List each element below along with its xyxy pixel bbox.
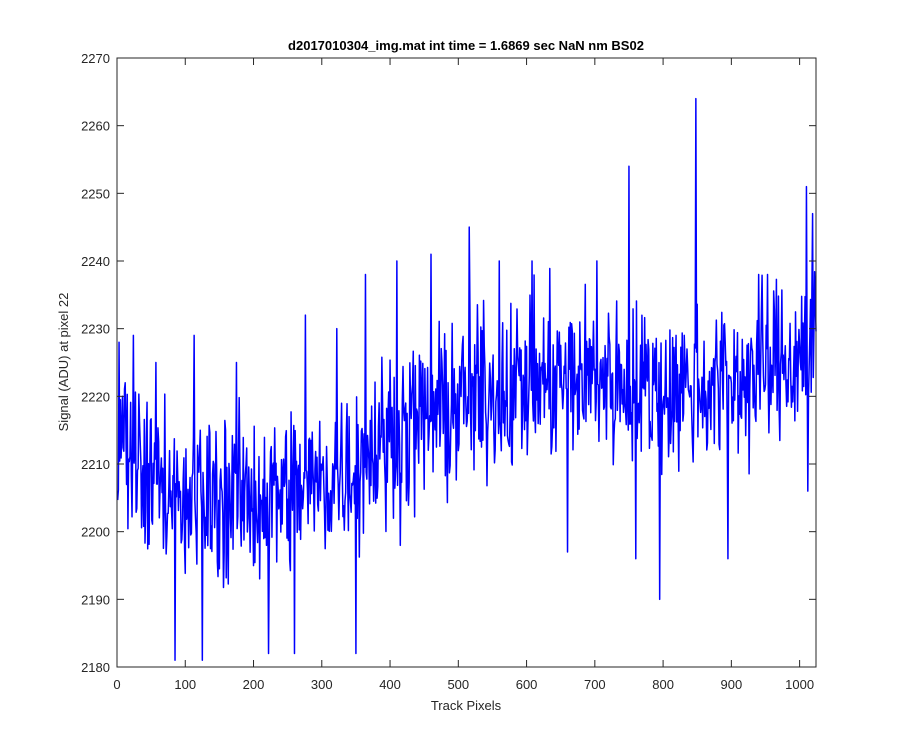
x-tick-label: 400 — [379, 677, 401, 692]
chart-title: d2017010304_img.mat int time = 1.6869 se… — [288, 38, 644, 53]
y-axis: 2180 2190 2200 2210 2220 2230 2240 2250 2260 2270 — [81, 51, 816, 675]
x-tick-label: 800 — [652, 677, 674, 692]
y-tick-label: 2220 — [81, 389, 110, 404]
x-tick-label: 500 — [447, 677, 469, 692]
x-tick-label: 1000 — [785, 677, 814, 692]
y-axis-label: Signal (ADU) at pixel 22 — [56, 293, 71, 432]
x-axis-label: Track Pixels — [431, 698, 502, 713]
y-tick-label: 2210 — [81, 457, 110, 472]
x-tick-label: 900 — [721, 677, 743, 692]
y-tick-label: 2200 — [81, 525, 110, 540]
y-tick-label: 2190 — [81, 592, 110, 607]
plot-area — [117, 58, 816, 667]
y-tick-label: 2260 — [81, 119, 110, 134]
x-tick-label: 200 — [243, 677, 265, 692]
y-tick-label: 2270 — [81, 51, 110, 66]
x-axis: 0 100 200 300 400 500 600 700 800 900 1000 — [113, 58, 814, 692]
signal-series-line — [116, 97, 817, 661]
x-tick-label: 300 — [311, 677, 333, 692]
x-tick-label: 100 — [174, 677, 196, 692]
y-tick-label: 2240 — [81, 254, 110, 269]
x-tick-label: 700 — [584, 677, 606, 692]
y-tick-label: 2250 — [81, 186, 110, 201]
axes-box — [116, 57, 817, 668]
x-tick-label: 0 — [113, 677, 120, 692]
y-tick-label: 2230 — [81, 322, 110, 337]
y-tick-label: 2180 — [81, 660, 110, 675]
series-layer — [116, 97, 817, 661]
x-tick-label: 600 — [516, 677, 538, 692]
